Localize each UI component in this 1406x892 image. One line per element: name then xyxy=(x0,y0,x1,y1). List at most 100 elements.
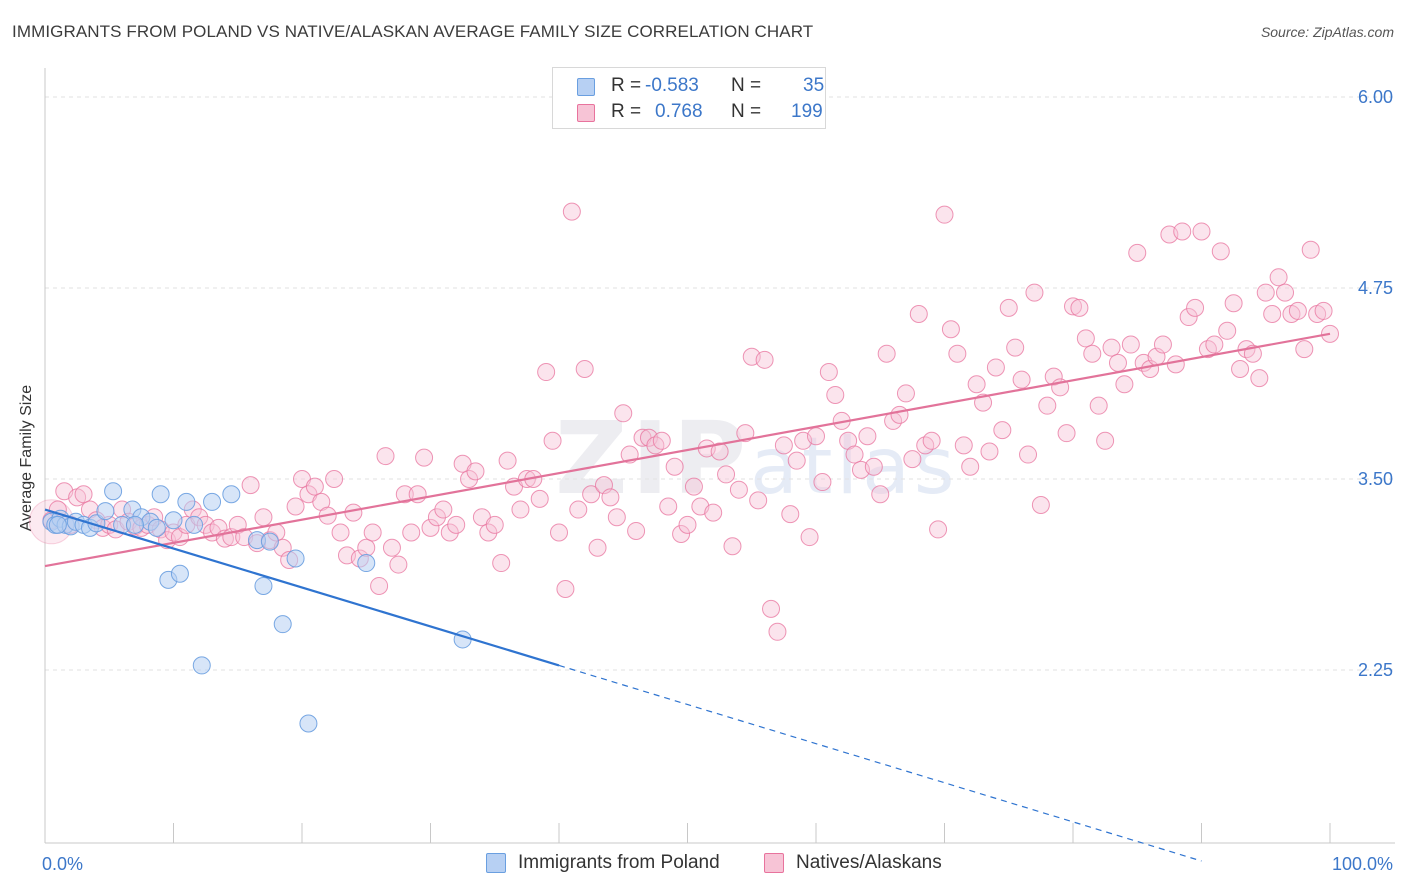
data-point xyxy=(74,485,93,504)
data-point xyxy=(614,404,633,423)
data-point xyxy=(1057,424,1076,443)
data-point xyxy=(382,538,401,557)
data-point xyxy=(1211,242,1230,261)
legend-n-value: 35 xyxy=(803,75,825,96)
data-point xyxy=(813,473,832,492)
data-point xyxy=(164,511,183,530)
data-point xyxy=(357,538,376,557)
data-point xyxy=(1250,369,1269,388)
trend-line-poland-extension xyxy=(558,664,1202,862)
data-point xyxy=(1025,283,1044,302)
data-point xyxy=(575,359,594,378)
data-point xyxy=(1218,321,1237,340)
data-point xyxy=(864,457,883,476)
data-point xyxy=(755,350,774,369)
data-point xyxy=(710,442,729,461)
data-point xyxy=(357,554,376,573)
data-point xyxy=(530,489,549,508)
data-point xyxy=(845,445,864,464)
data-point xyxy=(961,457,980,476)
data-point xyxy=(967,375,986,394)
data-point xyxy=(222,485,241,504)
y-tick-label: 4.75 xyxy=(1358,278,1393,298)
data-point xyxy=(781,505,800,524)
data-point xyxy=(1121,335,1140,354)
data-point xyxy=(807,427,825,446)
data-point xyxy=(1166,355,1185,374)
data-point xyxy=(147,518,166,537)
y-tick-label: 6.00 xyxy=(1358,87,1393,107)
data-point xyxy=(537,363,556,382)
y-tick-label: 3.50 xyxy=(1358,469,1393,489)
bottom-legend-label-blue: Immigrants from Poland xyxy=(518,852,720,873)
data-point xyxy=(402,523,421,542)
data-point xyxy=(1314,301,1333,320)
source-label: Source: ZipAtlas.com xyxy=(1260,24,1394,40)
data-point xyxy=(209,518,228,537)
data-point xyxy=(729,480,748,499)
legend-n-value: 199 xyxy=(791,101,823,122)
data-point xyxy=(299,714,318,733)
data-point xyxy=(363,523,382,542)
data-point xyxy=(1276,283,1295,302)
data-point xyxy=(151,485,170,504)
data-point xyxy=(460,470,479,488)
data-point xyxy=(1006,338,1025,357)
data-point xyxy=(916,436,935,455)
data-point xyxy=(986,358,1005,377)
data-point xyxy=(325,470,344,488)
data-point xyxy=(607,508,626,527)
legend-r-label: R = xyxy=(611,101,642,122)
data-point xyxy=(203,492,222,511)
data-point xyxy=(254,508,273,527)
data-point xyxy=(1108,353,1127,372)
data-point xyxy=(511,500,530,519)
data-point xyxy=(1153,335,1172,354)
data-point xyxy=(717,465,736,484)
legend-r-value: -0.583 xyxy=(645,75,699,96)
data-point xyxy=(601,488,620,507)
data-point xyxy=(1263,304,1282,323)
data-point xyxy=(896,384,915,403)
legend-r-label: R = xyxy=(611,75,642,96)
data-point xyxy=(1031,495,1050,514)
data-point xyxy=(646,436,665,455)
data-point xyxy=(177,492,196,511)
data-point xyxy=(434,500,453,519)
data-point xyxy=(858,427,877,446)
data-point xyxy=(254,576,273,595)
data-point xyxy=(1070,298,1089,317)
data-point xyxy=(1198,340,1217,359)
data-point xyxy=(980,442,999,461)
data-point xyxy=(774,436,793,455)
data-point xyxy=(1128,243,1147,262)
data-point xyxy=(1064,297,1082,316)
data-point xyxy=(909,304,928,323)
data-point xyxy=(427,508,446,527)
data-point xyxy=(890,405,909,424)
data-point xyxy=(800,528,819,547)
data-point xyxy=(370,576,389,595)
data-point xyxy=(104,482,123,501)
data-point xyxy=(762,599,781,618)
data-point xyxy=(993,421,1012,440)
data-point xyxy=(768,622,787,641)
x-tick-label: 100.0% xyxy=(1332,854,1393,874)
bottom-legend-swatch-blue xyxy=(486,853,506,873)
data-point xyxy=(440,523,459,542)
data-point xyxy=(826,385,845,404)
bottom-legend-label-pink: Natives/Alaskans xyxy=(796,852,942,873)
data-point xyxy=(185,515,204,534)
data-point xyxy=(447,515,466,534)
data-point xyxy=(421,518,440,537)
data-point xyxy=(48,515,67,534)
data-point xyxy=(1102,338,1121,357)
data-point xyxy=(819,363,838,382)
data-point xyxy=(479,523,498,542)
data-point xyxy=(1205,335,1224,354)
data-point xyxy=(1044,367,1063,386)
data-point xyxy=(1076,329,1095,348)
correlation-legend: R = -0.583 N = 35 R = 0.768 N = 199 xyxy=(552,67,826,129)
data-point xyxy=(684,477,703,496)
